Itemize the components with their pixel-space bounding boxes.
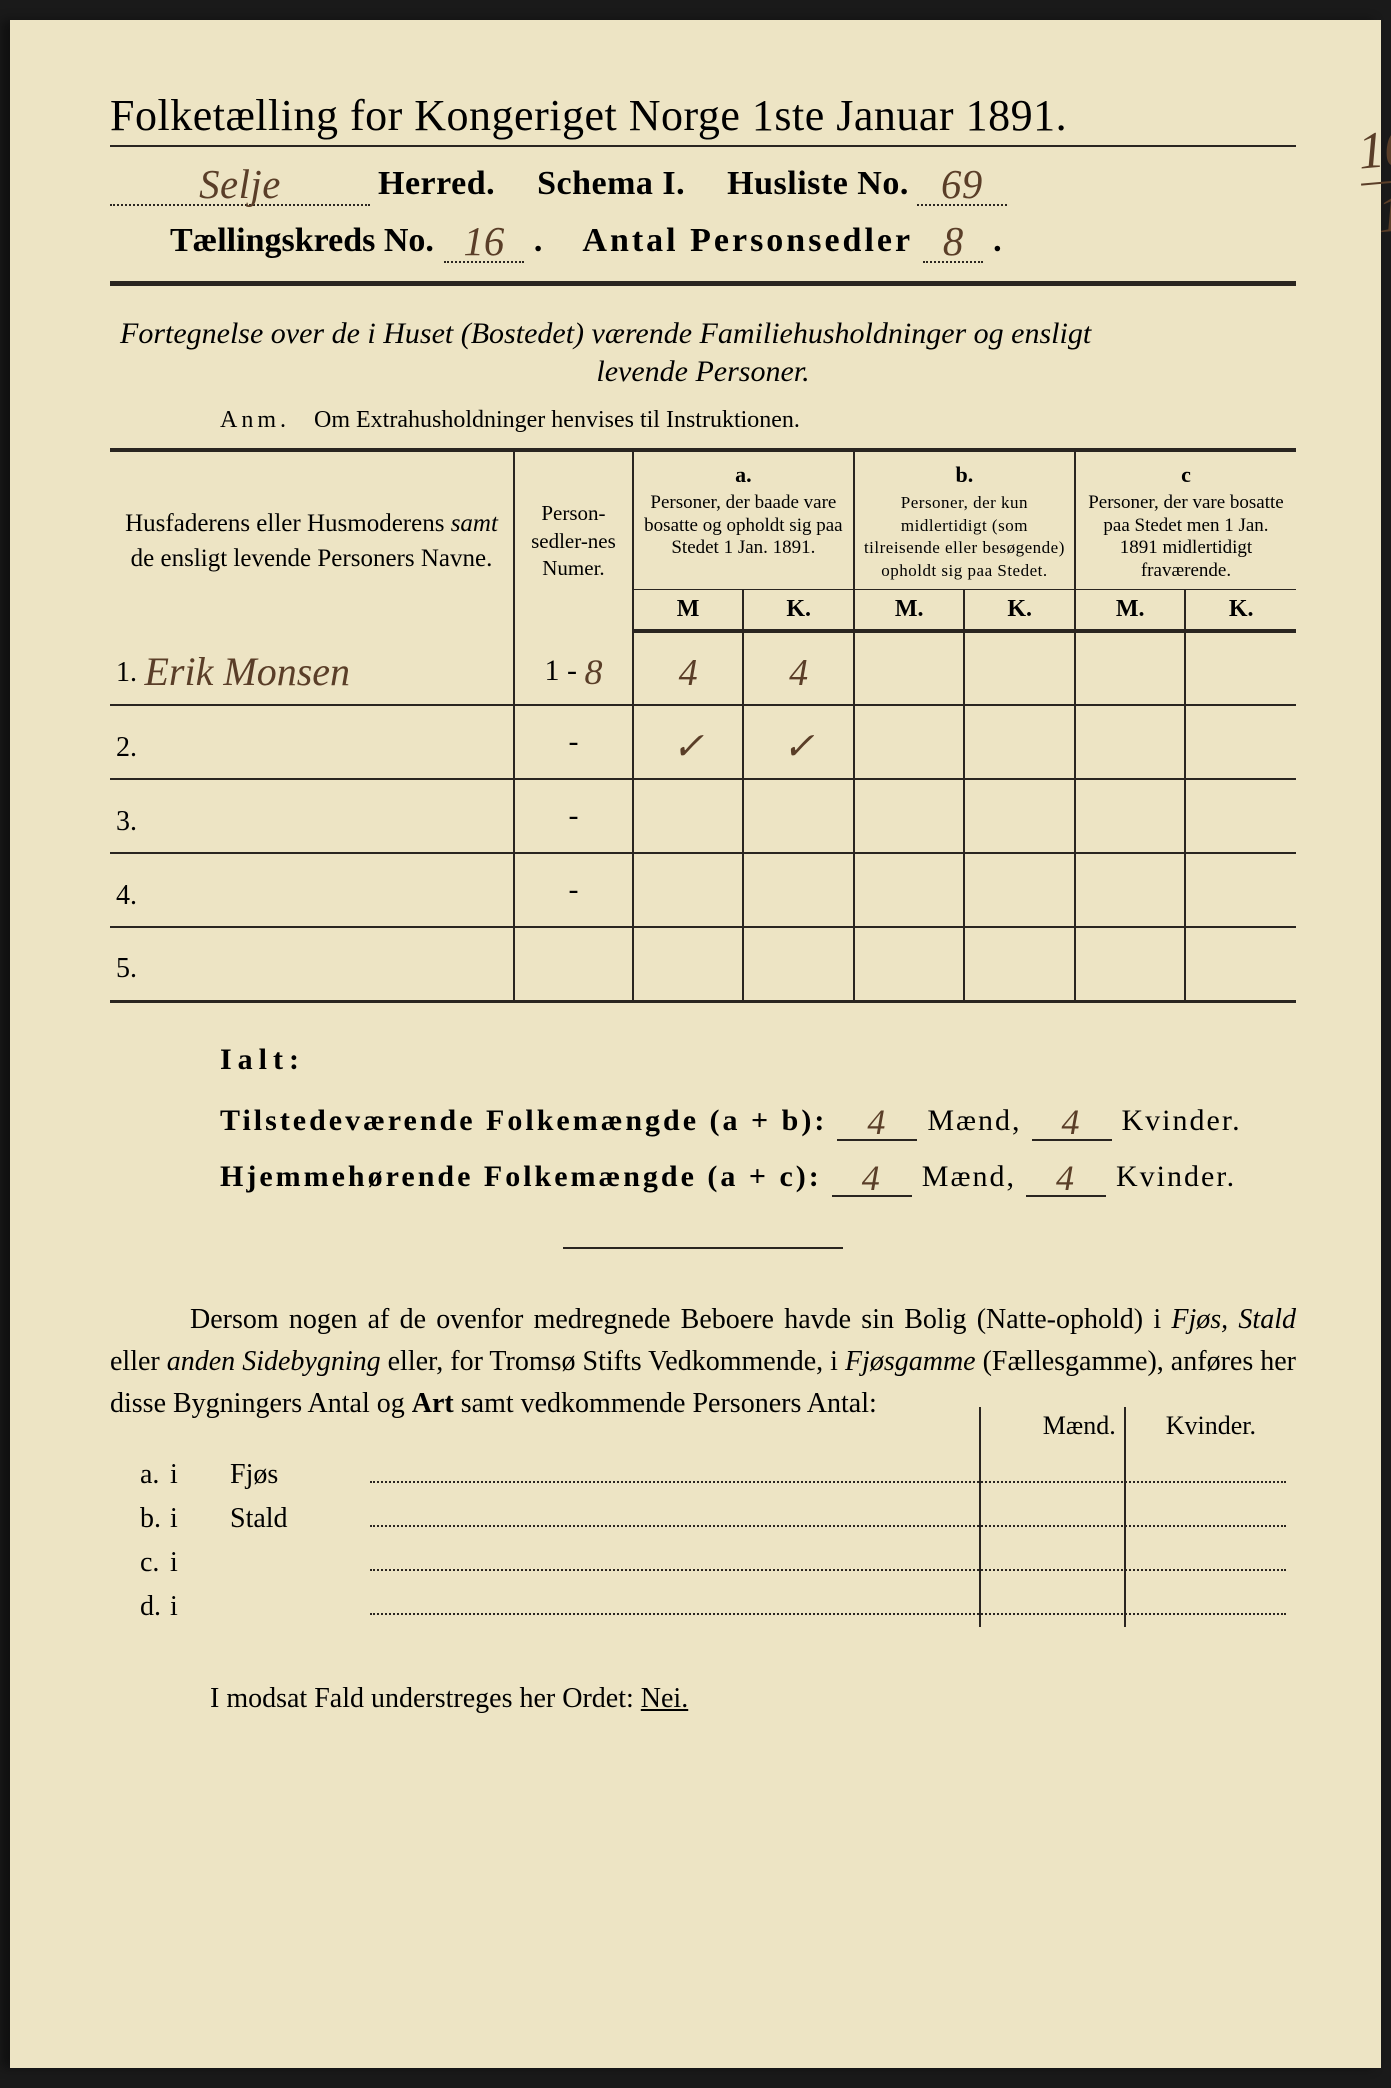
margin-fraction: 10 1 xyxy=(1356,118,1391,247)
antal-value: 8 xyxy=(943,219,963,264)
ab-maend: 4 xyxy=(867,1102,887,1142)
mk-b-k: K. xyxy=(964,590,1075,632)
footer-line: I modsat Fald understreges her Ordet: Ne… xyxy=(110,1683,1296,1715)
herred-label: Herred. xyxy=(378,165,495,203)
subtitle-line2: levende Personer. xyxy=(110,355,1296,389)
divider xyxy=(110,281,1296,286)
abcd-row: a.iFjøs xyxy=(110,1455,1296,1491)
page-title: Folketælling for Kongeriget Norge 1ste J… xyxy=(110,90,1296,147)
header-row-kreds: Tællingskreds No. 16 . Antal Personsedle… xyxy=(110,214,1296,263)
anm-note: Anm. Om Extrahusholdninger henvises til … xyxy=(110,407,1296,434)
abcd-row: c.i xyxy=(110,1543,1296,1579)
ac-kvinder: 4 xyxy=(1056,1158,1076,1198)
table-row: 4. - xyxy=(110,853,1296,927)
husliste-label: Husliste No. xyxy=(727,165,909,203)
mk-c-k: K. xyxy=(1185,590,1296,632)
margin-fraction-top: 10 xyxy=(1356,118,1391,182)
mk-a-k: K. xyxy=(743,590,854,632)
sum-line-ac: Hjemmehørende Folkemængde (a + c): 4 Mæn… xyxy=(220,1153,1296,1197)
abcd-mk-headers: Mænd. Kvinder. xyxy=(1043,1411,1256,1441)
table-row: 1. Erik Monsen1 - 844 xyxy=(110,631,1296,705)
subtitle-line1: Fortegnelse over de i Huset (Bostedet) v… xyxy=(110,314,1296,355)
antal-label: Antal Personsedler xyxy=(582,222,913,260)
ialt-label: Ialt: xyxy=(220,1043,1296,1077)
kreds-no: 16 xyxy=(463,219,504,264)
census-form-page: Folketælling for Kongeriget Norge 1ste J… xyxy=(10,20,1381,2068)
sum-line-ab: Tilstedeværende Folkemængde (a + b): 4 M… xyxy=(220,1097,1296,1141)
abcd-maend-header: Mænd. xyxy=(1043,1411,1116,1441)
col-header-c: c Personer, der vare bosatte paa Stedet … xyxy=(1075,452,1296,590)
abcd-kvinder-header: Kvinder. xyxy=(1166,1411,1256,1441)
herred-value: Selje xyxy=(199,162,281,207)
ab-kvinder: 4 xyxy=(1062,1102,1082,1142)
col-header-name: Husfaderens eller Husmoderens samt de en… xyxy=(110,452,514,632)
footer-nei: Nei. xyxy=(641,1683,688,1714)
col-header-b: b. Personer, der kun midlertidigt (som t… xyxy=(854,452,1075,590)
anm-label: Anm. xyxy=(220,407,290,433)
table-row: 2. -✓✓ xyxy=(110,705,1296,779)
mid-divider xyxy=(563,1247,843,1249)
dersom-paragraph: Dersom nogen af de ovenfor medregnede Be… xyxy=(110,1299,1296,1425)
kreds-label: Tællingskreds No. xyxy=(170,222,434,260)
anm-text: Om Extrahusholdninger henvises til Instr… xyxy=(314,407,800,433)
mk-b-m: M. xyxy=(854,590,965,632)
abcd-row: d.i xyxy=(110,1587,1296,1623)
schema-label: Schema I. xyxy=(537,165,685,203)
abcd-block: Mænd. Kvinder. a.iFjøsb.iStaldc.id.i xyxy=(110,1455,1296,1623)
ac-maend: 4 xyxy=(862,1158,882,1198)
table-row: 5. xyxy=(110,927,1296,1001)
mk-a-m: M xyxy=(633,590,744,632)
ialt-block: Ialt: Tilstedeværende Folkemængde (a + b… xyxy=(110,1043,1296,1197)
col-header-a: a. Personer, der baade vare bosatte og o… xyxy=(633,452,854,590)
margin-fraction-bottom: 1 xyxy=(1361,182,1391,246)
mk-c-m: M. xyxy=(1075,590,1186,632)
census-table: Husfaderens eller Husmoderens samt de en… xyxy=(110,452,1296,1003)
header-row-herred: Selje Herred. Schema I. Husliste No. 69 xyxy=(110,157,1296,206)
table-row: 3. - xyxy=(110,779,1296,853)
col-header-numer: Person-sedler-nes Numer. xyxy=(514,452,633,632)
abcd-row: b.iStald xyxy=(110,1499,1296,1535)
husliste-no: 69 xyxy=(941,162,983,207)
